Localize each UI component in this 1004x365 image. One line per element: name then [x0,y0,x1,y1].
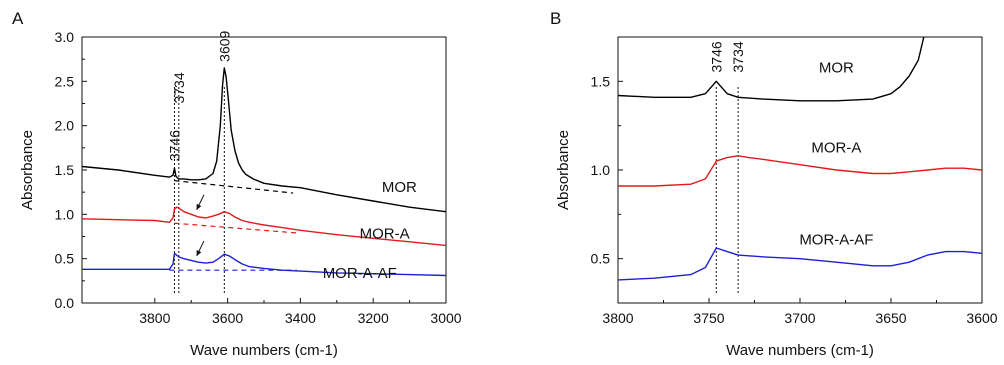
y-tick-label: 1.5 [55,162,75,178]
panel-b: B 3800 3750 3700 3650 3600 0.5 1.0 1.5 Wave numbe… [550,9,998,359]
annotation-arrowhead [196,250,202,257]
peak-label: 3734 [171,72,187,103]
y-tick-label: 0.5 [55,251,75,267]
x-axis-title: Wave numbers (cm-1) [190,342,338,359]
x-tick-label: 3200 [358,310,389,326]
x-tick-label: 3650 [875,310,906,326]
x-tick-label: 3400 [285,310,316,326]
y-tick-label: 2.0 [55,118,75,134]
plot-frame [81,36,447,304]
panel-a: A 3800 3600 3400 3200 3000 0.0 0.5 1.0 1.5 2.0 2.5 3… [12,9,462,359]
y-tick-label: 0.0 [55,295,75,311]
series-label: MOR [382,179,417,196]
plot-area [618,37,982,293]
panel-label: B [550,9,561,28]
peak-label: 3746 [708,41,724,72]
peak-label: 3734 [730,41,746,72]
series-line [618,155,982,187]
plot-area [82,67,446,293]
y-tick-label: 1.0 [55,206,75,222]
x-tick-label: 3600 [966,310,997,326]
series-label: MOR-A [360,225,410,242]
x-tick-label: 3600 [212,310,243,326]
y-tick-label: 0.5 [591,251,611,267]
x-tick-label: 3800 [602,310,633,326]
series-line [618,247,982,281]
series-line [618,37,925,102]
y-axis-title: Absorbance [555,130,572,210]
y-tick-label: 1.0 [591,162,611,178]
y-tick-label: 2.5 [55,73,75,89]
x-tick-label: 3700 [784,310,815,326]
peak-label: 3609 [216,30,232,61]
annotation-arrowhead [196,203,202,210]
x-tick-label: 3800 [139,310,170,326]
y-tick-label: 1.5 [591,73,611,89]
series-line [82,67,446,213]
panel-label: A [12,9,24,28]
series-line [82,206,446,247]
x-tick-label: 3000 [430,310,461,326]
series-line [82,252,446,277]
y-axis-title: Absorbance [19,130,36,210]
series-label: MOR-A [811,139,861,156]
series-label: MOR [819,59,854,76]
series-label: MOR-A-AF [323,265,397,282]
series-label: MOR-A-AF [799,231,873,248]
baseline-line [174,222,297,234]
peak-label: 3746 [166,130,182,161]
x-axis-title: Wave numbers (cm-1) [726,342,874,359]
baseline-line [174,180,294,194]
y-tick-label: 3.0 [55,29,75,45]
x-tick-label: 3750 [693,310,724,326]
